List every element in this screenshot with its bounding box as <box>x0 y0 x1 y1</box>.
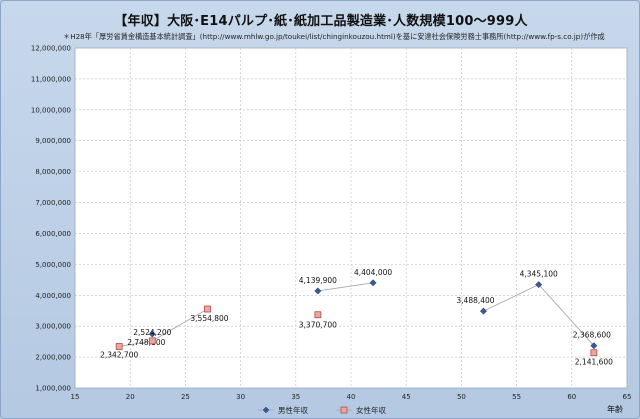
y-tick-label: 6,000,000 <box>35 230 71 238</box>
x-tick-label: 25 <box>181 393 190 401</box>
y-tick-label: 1,000,000 <box>35 385 71 393</box>
data-label-female: 2,524,200 <box>133 328 171 337</box>
y-tick-label: 7,000,000 <box>35 199 71 207</box>
y-tick-label: 3,000,000 <box>35 323 71 331</box>
data-point-male <box>314 287 322 295</box>
legend-label-male: 男性年収 <box>278 405 308 415</box>
chart-subtitle: ＊H28年「厚労省賃金構造基本統計調査」(http://www.mhlw.go.… <box>63 32 605 41</box>
data-label-male: 4,345,100 <box>520 270 558 279</box>
x-tick-label: 15 <box>71 393 80 401</box>
data-label-male: 4,404,000 <box>354 268 392 277</box>
data-label-female: 3,554,800 <box>190 314 228 323</box>
data-point-male <box>479 307 488 315</box>
data-point-male <box>369 279 377 287</box>
x-axis-label: 年齢 <box>607 404 623 414</box>
data-point-female <box>148 337 156 345</box>
chart-title: 【年収】大阪･E14パルプ･紙･紙加工品製造業･人数規模100～999人 <box>114 14 528 29</box>
x-tick-label: 65 <box>623 393 632 401</box>
series-line-male <box>317 282 374 292</box>
legend-label-female: 女性年収 <box>356 405 386 415</box>
x-tick-label: 20 <box>126 393 135 401</box>
y-tick-label: 2,000,000 <box>35 354 71 362</box>
y-tick-label: 4,000,000 <box>35 292 71 300</box>
data-point-male <box>590 342 598 350</box>
y-tick-label: 5,000,000 <box>35 261 71 269</box>
data-label-male: 4,139,900 <box>299 276 337 285</box>
data-point-female <box>115 343 123 350</box>
y-tick-label: 8,000,000 <box>35 168 71 176</box>
data-point-male <box>535 281 543 289</box>
data-point-male <box>148 330 156 338</box>
legend-marker-male <box>262 406 270 414</box>
x-tick-label: 40 <box>347 393 356 401</box>
data-label-male: 3,488,400 <box>456 296 494 305</box>
y-tick-label: 12,000,000 <box>31 45 71 53</box>
data-label-male: 2,748,100 <box>127 338 165 347</box>
data-point-female <box>590 349 598 357</box>
data-label-female: 2,342,700 <box>100 350 138 359</box>
x-tick-label: 55 <box>512 393 521 401</box>
x-tick-label: 45 <box>402 393 411 401</box>
data-label-male: 2,368,600 <box>573 331 611 340</box>
y-tick-label: 10,000,000 <box>31 106 71 114</box>
data-label-female: 2,141,600 <box>575 358 613 367</box>
x-tick-label: 35 <box>291 393 300 401</box>
x-tick-label: 60 <box>567 393 576 401</box>
data-point-female <box>314 311 322 319</box>
data-point-female <box>204 305 211 313</box>
data-label-female: 3,370,700 <box>299 321 337 330</box>
x-tick-label: 30 <box>236 393 245 401</box>
y-tick-label: 11,000,000 <box>31 75 71 83</box>
y-tick-label: 9,000,000 <box>35 137 71 145</box>
x-tick-label: 50 <box>457 393 466 401</box>
legend-marker-female <box>340 406 348 414</box>
